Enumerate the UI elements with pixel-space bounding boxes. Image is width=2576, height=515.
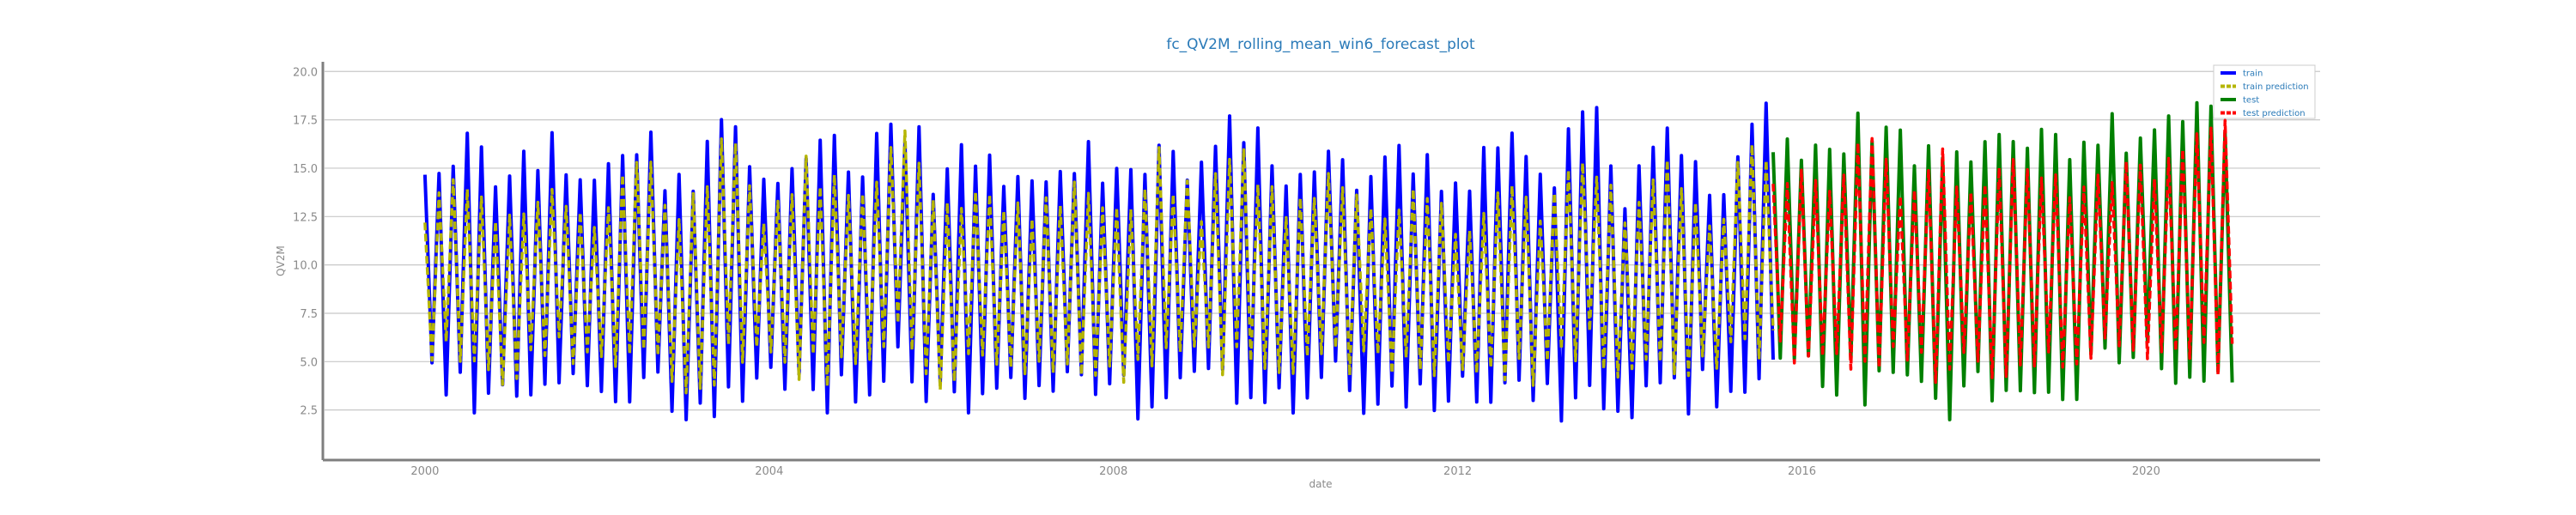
legend-label: train xyxy=(2243,70,2263,79)
y-tick-label: 20.0 xyxy=(293,66,318,79)
x-tick-label: 2004 xyxy=(755,465,783,478)
series-line-test-prediction xyxy=(1771,118,2234,385)
x-tick-label: 2020 xyxy=(2132,465,2160,478)
y-tick-label: 2.5 xyxy=(300,405,318,418)
y-tick-label: 12.5 xyxy=(293,211,318,224)
legend-label: test prediction xyxy=(2243,109,2306,118)
series-line-train-prediction xyxy=(423,129,1775,395)
legend-label: train prediction xyxy=(2243,82,2309,92)
y-tick-label: 7.5 xyxy=(300,308,318,321)
x-axis-label: date xyxy=(1309,478,1332,490)
y-axis-label: QV2M xyxy=(275,245,287,276)
y-tick-label: 15.0 xyxy=(293,163,318,176)
legend-label: test xyxy=(2243,96,2259,106)
plot-area xyxy=(422,100,2234,423)
y-tick-label: 10.0 xyxy=(293,260,318,273)
x-axis-ticks: 2000 2004 2008 2012 2016 2020 xyxy=(410,465,2160,478)
chart-title: fc_QV2M_rolling_mean_win6_forecast_plot xyxy=(1166,36,1475,53)
x-tick-label: 2008 xyxy=(1099,465,1127,478)
legend: train train prediction test test prediction xyxy=(2213,64,2316,119)
x-tick-label: 2016 xyxy=(1788,465,1816,478)
x-tick-label: 2012 xyxy=(1443,465,1472,478)
x-tick-label: 2000 xyxy=(410,465,439,478)
y-tick-label: 17.5 xyxy=(293,115,318,128)
y-tick-label: 5.0 xyxy=(300,356,318,369)
y-axis-ticks: 2.5 5.0 7.5 10.0 12.5 15.0 17.5 20.0 xyxy=(293,66,318,417)
